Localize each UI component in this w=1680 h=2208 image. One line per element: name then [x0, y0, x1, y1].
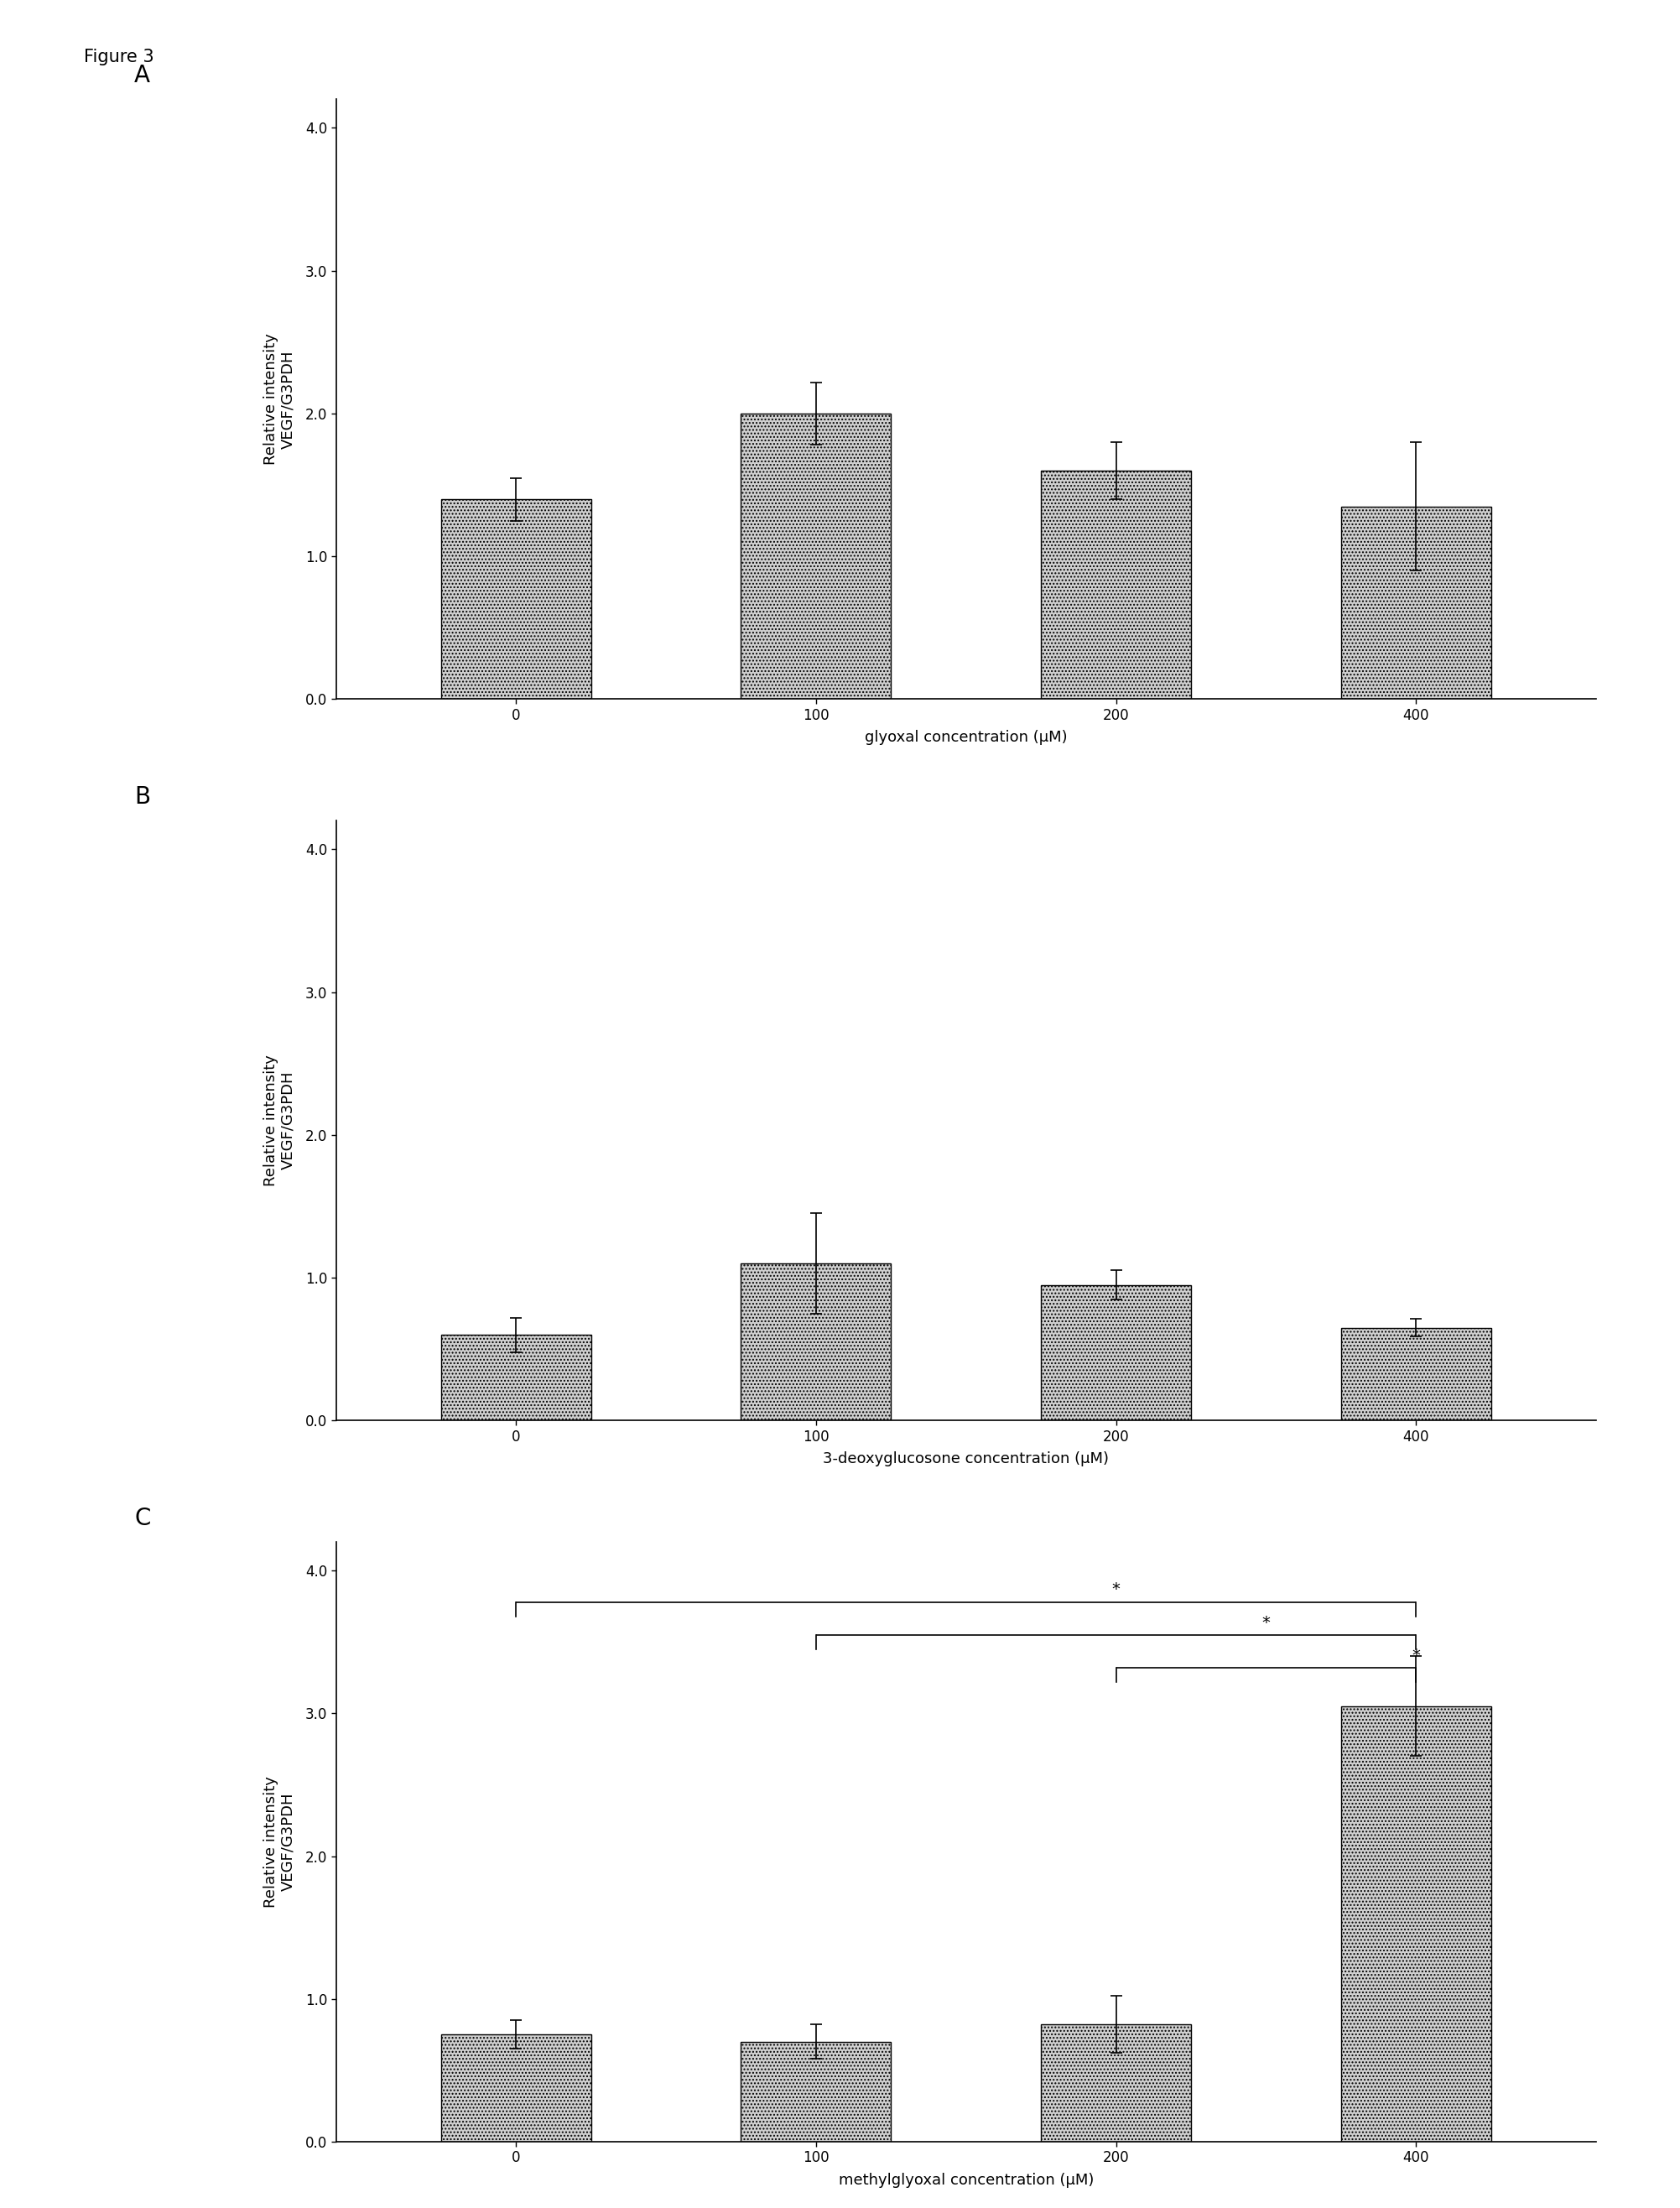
Text: C: C [134, 1506, 151, 1530]
Bar [741, 1263, 890, 1420]
Text: *: * [1262, 1614, 1270, 1630]
Bar [1042, 2025, 1191, 2142]
Y-axis label: Relative intensity
VEGF/G3PDH: Relative intensity VEGF/G3PDH [264, 1775, 296, 1908]
Y-axis label: Relative intensity
VEGF/G3PDH: Relative intensity VEGF/G3PDH [264, 333, 296, 466]
Bar [741, 2042, 890, 2142]
Bar [1341, 1707, 1492, 2142]
Text: Figure 3: Figure 3 [84, 49, 155, 66]
Bar [440, 499, 591, 700]
Bar [1042, 470, 1191, 700]
Text: *: * [1411, 1647, 1420, 1663]
Text: *: * [1112, 1581, 1121, 1599]
Bar [1042, 1285, 1191, 1420]
Bar [741, 413, 890, 700]
Text: B: B [134, 786, 151, 808]
X-axis label: methylglyoxal concentration (μM): methylglyoxal concentration (μM) [838, 2173, 1094, 2188]
X-axis label: glyoxal concentration (μM): glyoxal concentration (μM) [865, 731, 1067, 744]
Bar [440, 2034, 591, 2142]
Bar [440, 1336, 591, 1420]
Bar [1341, 506, 1492, 700]
Bar [1341, 1327, 1492, 1420]
X-axis label: 3-deoxyglucosone concentration (μM): 3-deoxyglucosone concentration (μM) [823, 1451, 1109, 1466]
Text: A: A [134, 64, 150, 88]
Y-axis label: Relative intensity
VEGF/G3PDH: Relative intensity VEGF/G3PDH [264, 1055, 296, 1186]
